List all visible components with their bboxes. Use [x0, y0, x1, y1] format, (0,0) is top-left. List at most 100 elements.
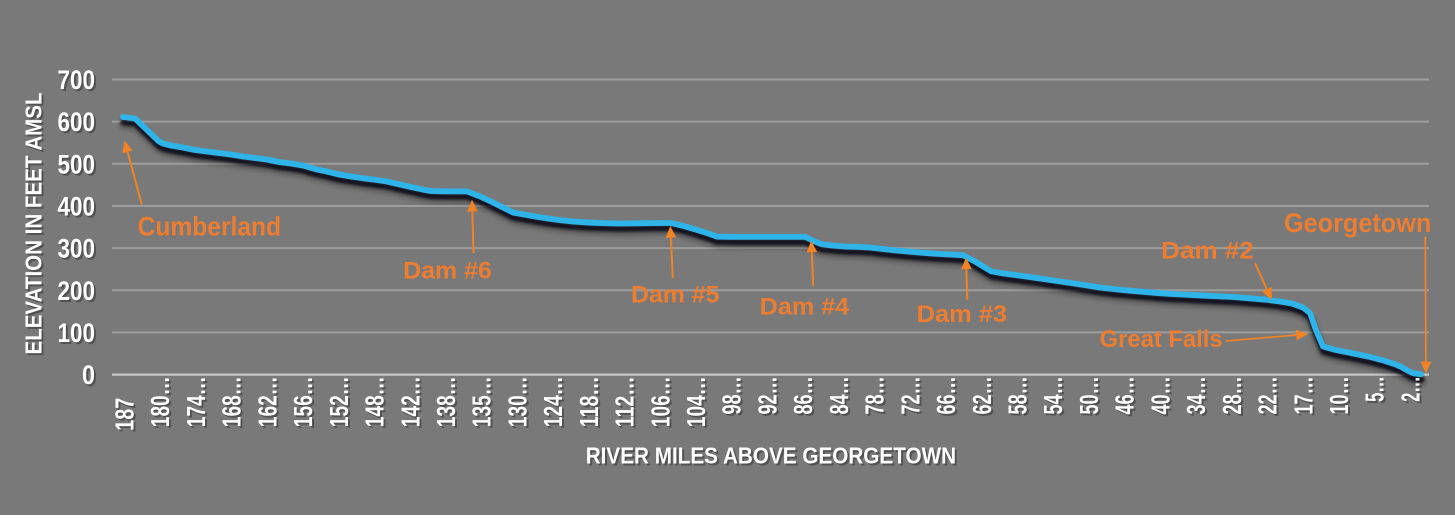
svg-text:28…: 28…: [1219, 378, 1249, 416]
svg-text:135…: 135…: [467, 376, 497, 427]
svg-text:86…: 86…: [790, 378, 820, 416]
svg-text:700: 700: [58, 65, 96, 95]
svg-text:54…: 54…: [1038, 376, 1068, 414]
svg-text:46…: 46…: [1110, 376, 1140, 414]
svg-text:10…: 10…: [1324, 376, 1354, 414]
svg-text:118…: 118…: [574, 376, 604, 427]
svg-text:300: 300: [60, 236, 98, 266]
svg-text:98…: 98…: [719, 378, 749, 416]
svg-text:RIVER MILES ABOVE GEORGETOWN: RIVER MILES ABOVE GEORGETOWN: [586, 442, 956, 468]
svg-text:180…: 180…: [145, 376, 175, 427]
svg-text:156…: 156…: [288, 376, 318, 427]
svg-text:98…: 98…: [717, 376, 747, 414]
svg-text:66…: 66…: [933, 378, 963, 416]
svg-text:112…: 112…: [612, 378, 642, 429]
svg-text:50…: 50…: [1076, 378, 1106, 416]
svg-text:62…: 62…: [969, 378, 999, 416]
svg-text:168…: 168…: [217, 376, 247, 427]
svg-text:118…: 118…: [576, 378, 606, 429]
svg-text:162…: 162…: [252, 376, 282, 427]
svg-text:180…: 180…: [147, 378, 177, 429]
svg-text:92…: 92…: [754, 378, 784, 416]
svg-text:138…: 138…: [431, 376, 461, 427]
svg-text:0: 0: [84, 362, 97, 392]
svg-text:58…: 58…: [1003, 376, 1033, 414]
svg-text:72…: 72…: [897, 378, 927, 416]
svg-text:142…: 142…: [397, 378, 427, 429]
svg-text:58…: 58…: [1005, 378, 1035, 416]
svg-text:5…: 5…: [1360, 376, 1390, 402]
svg-text:5…: 5…: [1362, 378, 1392, 404]
svg-text:700: 700: [60, 67, 98, 97]
svg-text:Dam #6: Dam #6: [403, 258, 492, 285]
svg-text:130…: 130…: [502, 376, 532, 427]
svg-text:138…: 138…: [433, 378, 463, 429]
svg-text:130…: 130…: [504, 378, 534, 429]
svg-text:22…: 22…: [1253, 376, 1283, 414]
svg-text:10…: 10…: [1326, 378, 1356, 416]
svg-text:17…: 17…: [1290, 378, 1320, 416]
svg-text:152…: 152…: [326, 378, 356, 429]
svg-text:156…: 156…: [290, 378, 320, 429]
svg-text:Great Falls: Great Falls: [1100, 326, 1223, 353]
svg-text:200: 200: [60, 278, 98, 308]
svg-text:54…: 54…: [1040, 378, 1070, 416]
svg-text:2…: 2…: [1397, 378, 1427, 404]
svg-text:46…: 46…: [1112, 378, 1142, 416]
svg-text:40…: 40…: [1145, 376, 1175, 414]
svg-text:84…: 84…: [826, 378, 856, 416]
svg-text:106…: 106…: [645, 376, 675, 427]
svg-text:124…: 124…: [538, 376, 568, 427]
svg-text:142…: 142…: [395, 376, 425, 427]
svg-text:28…: 28…: [1217, 376, 1247, 414]
svg-text:400: 400: [60, 194, 98, 224]
svg-text:106…: 106…: [647, 378, 677, 429]
svg-text:22…: 22…: [1255, 378, 1285, 416]
svg-text:66…: 66…: [931, 376, 961, 414]
svg-text:200: 200: [58, 276, 96, 306]
svg-text:400: 400: [58, 192, 96, 222]
svg-text:0: 0: [82, 360, 95, 390]
svg-text:ELEVATION IN FEET AMSL: ELEVATION IN FEET AMSL: [23, 95, 49, 357]
svg-text:ELEVATION IN FEET AMSL: ELEVATION IN FEET AMSL: [21, 93, 47, 355]
svg-text:50…: 50…: [1074, 376, 1104, 414]
svg-text:104…: 104…: [683, 378, 713, 429]
svg-text:Dam #4: Dam #4: [760, 293, 850, 320]
svg-text:600: 600: [58, 107, 96, 137]
svg-text:78…: 78…: [860, 376, 890, 414]
svg-text:168…: 168…: [219, 378, 249, 429]
svg-text:72…: 72…: [895, 376, 925, 414]
svg-text:148…: 148…: [362, 378, 392, 429]
svg-text:84…: 84…: [824, 376, 854, 414]
svg-text:Cumberland: Cumberland: [138, 212, 282, 242]
svg-text:86…: 86…: [788, 376, 818, 414]
svg-text:112…: 112…: [610, 376, 640, 427]
svg-text:62…: 62…: [967, 376, 997, 414]
svg-text:135…: 135…: [469, 378, 499, 429]
svg-text:104…: 104…: [681, 376, 711, 427]
svg-text:187: 187: [110, 398, 140, 431]
svg-text:100: 100: [58, 318, 96, 348]
svg-text:40…: 40…: [1147, 378, 1177, 416]
svg-text:600: 600: [60, 109, 98, 139]
svg-text:17…: 17…: [1288, 376, 1318, 414]
svg-text:148…: 148…: [360, 376, 390, 427]
svg-text:34…: 34…: [1181, 376, 1211, 414]
svg-text:500: 500: [60, 151, 98, 181]
svg-text:152…: 152…: [324, 376, 354, 427]
svg-text:34…: 34…: [1183, 378, 1213, 416]
svg-text:Dam #3: Dam #3: [917, 301, 1007, 328]
svg-text:Dam #2: Dam #2: [1161, 238, 1254, 265]
svg-text:187: 187: [112, 400, 142, 433]
svg-text:124…: 124…: [540, 378, 570, 429]
svg-text:Dam #5: Dam #5: [631, 282, 719, 309]
svg-text:300: 300: [58, 234, 96, 264]
svg-text:174…: 174…: [181, 376, 211, 427]
svg-text:78…: 78…: [862, 378, 892, 416]
svg-text:2…: 2…: [1395, 376, 1425, 402]
svg-text:500: 500: [58, 149, 96, 179]
svg-text:RIVER MILES ABOVE GEORGETOWN: RIVER MILES ABOVE GEORGETOWN: [588, 444, 958, 470]
svg-text:100: 100: [60, 320, 98, 350]
svg-text:162…: 162…: [254, 378, 284, 429]
svg-text:92…: 92…: [752, 376, 782, 414]
